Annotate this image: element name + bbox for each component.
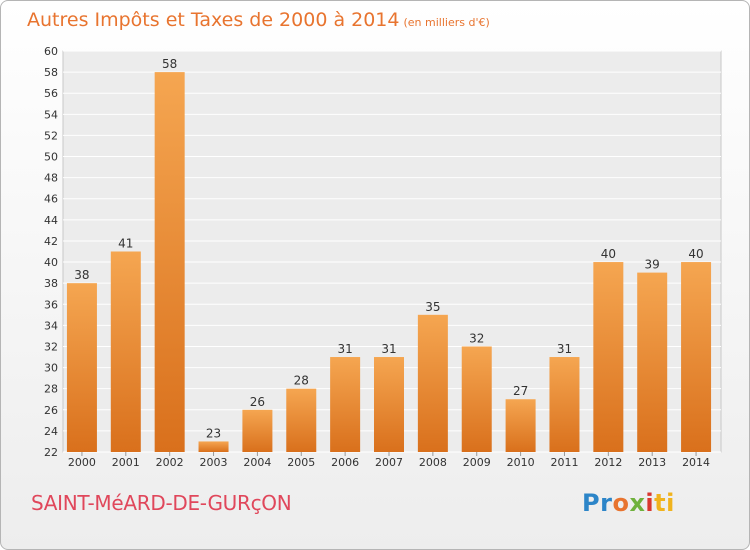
bar-2002 [154, 72, 185, 453]
commune-name: SAINT-MéARD-DE-GURçON [31, 491, 292, 515]
x-tick-label: 2004 [243, 456, 271, 469]
bar-2012 [593, 262, 624, 452]
x-tick-label: 2003 [200, 456, 228, 469]
data-label: 26 [250, 395, 265, 409]
data-label: 23 [206, 426, 221, 440]
y-tick-label: 28 [44, 383, 58, 396]
bar-2001 [110, 251, 141, 452]
data-label: 58 [162, 57, 177, 71]
x-tick-label: 2013 [638, 456, 666, 469]
y-tick-label: 26 [44, 404, 58, 417]
data-labels: 38 41 58 23 26 28 31 31 35 32 27 31 40 39 40 [74, 57, 703, 440]
y-axis-ticks: 22 24 26 28 30 32 34 36 38 40 42 44 46 48 50 52 54 56 58 60 [44, 45, 58, 459]
logo-letter: i [645, 489, 655, 517]
data-label: 41 [118, 237, 133, 251]
x-tick-label: 2005 [287, 456, 315, 469]
bar-2009 [461, 346, 492, 452]
logo-letter: P [582, 489, 601, 517]
bars [66, 72, 712, 453]
logo-letter: ti [654, 489, 675, 517]
y-tick-label: 60 [44, 45, 58, 58]
y-tick-label: 46 [44, 193, 58, 206]
x-tick-label: 2012 [594, 456, 622, 469]
y-tick-label: 56 [44, 87, 58, 100]
logo-letter: r [600, 489, 613, 517]
x-tick-label: 2002 [156, 456, 184, 469]
y-tick-label: 52 [44, 129, 58, 142]
bar-2014 [681, 262, 712, 452]
bar-2003 [198, 441, 229, 452]
logo-letter: x [629, 489, 646, 517]
x-tick-label: 2014 [682, 456, 710, 469]
x-tick-label: 2000 [68, 456, 96, 469]
bar-2007 [374, 357, 404, 452]
bar-2000 [66, 283, 97, 452]
x-tick-label: 2008 [419, 456, 447, 469]
y-tick-label: 36 [44, 298, 58, 311]
data-label: 35 [425, 300, 440, 314]
bar-2004 [242, 409, 273, 452]
proxiti-logo: Proxiti [582, 489, 675, 517]
data-label: 31 [557, 342, 572, 356]
data-label: 31 [381, 342, 396, 356]
data-label: 38 [74, 268, 89, 282]
y-tick-label: 44 [44, 214, 58, 227]
x-tick-label: 2009 [463, 456, 491, 469]
chart-title: Autres Impôts et Taxes de 2000 à 2014 (en… [27, 9, 490, 31]
y-tick-label: 32 [44, 340, 58, 353]
bar-2011 [549, 357, 580, 452]
logo-letter: o [612, 489, 630, 517]
data-label: 32 [469, 331, 484, 345]
y-tick-label: 34 [44, 319, 58, 332]
data-label: 40 [688, 247, 703, 261]
bar-2013 [637, 272, 668, 452]
bar-2005 [286, 388, 317, 452]
bar-2006 [330, 357, 361, 452]
y-tick-label: 42 [44, 235, 58, 248]
y-tick-label: 40 [44, 256, 58, 269]
y-tick-label: 22 [44, 446, 58, 459]
data-label: 28 [294, 374, 309, 388]
x-tick-label: 2011 [550, 456, 578, 469]
x-axis-ticks: 2000 2001 2002 2003 2004 2005 2006 2007 2008 2009… [68, 452, 710, 469]
data-label: 27 [513, 384, 528, 398]
x-tick-label: 2006 [331, 456, 359, 469]
y-tick-label: 58 [44, 66, 58, 79]
data-label: 39 [645, 258, 660, 272]
x-tick-label: 2010 [507, 456, 535, 469]
chart-title-text: Autres Impôts et Taxes de 2000 à 2014 [27, 9, 400, 31]
bar-2008 [417, 314, 448, 452]
y-tick-label: 48 [44, 172, 58, 185]
data-label: 31 [337, 342, 352, 356]
y-tick-label: 38 [44, 277, 58, 290]
data-label: 40 [601, 247, 616, 261]
y-tick-label: 24 [44, 425, 58, 438]
y-tick-label: 50 [44, 151, 58, 164]
y-tick-label: 54 [44, 108, 58, 121]
x-tick-label: 2001 [112, 456, 140, 469]
y-tick-label: 30 [44, 362, 58, 375]
bar-2010 [505, 399, 536, 452]
x-tick-label: 2007 [375, 456, 403, 469]
chart-subtitle: (en milliers d'€) [403, 16, 490, 29]
